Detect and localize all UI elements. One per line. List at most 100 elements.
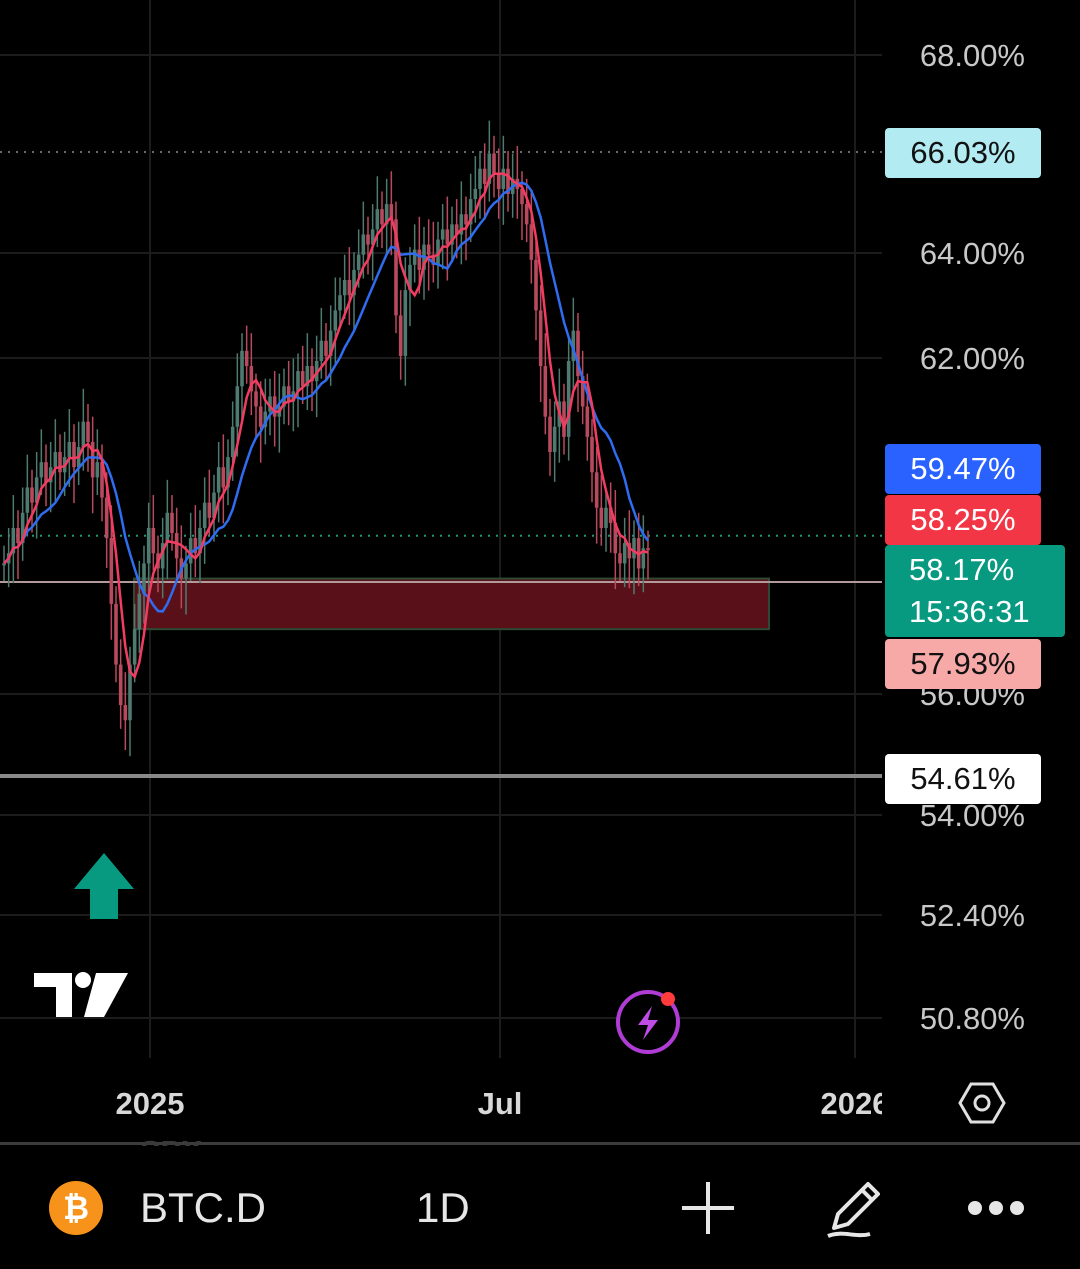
- candle-body: [492, 153, 496, 174]
- demand-zone: [133, 577, 770, 631]
- candle-body: [468, 199, 473, 225]
- candle-body: [380, 209, 384, 225]
- tradingview-logo-icon: [34, 972, 128, 1017]
- bid-price-tag: 57.93%: [885, 639, 1041, 689]
- candle-body: [90, 441, 95, 478]
- bottom-toolbar: ₿ BTC.D 1D: [0, 1146, 1080, 1269]
- candle-body: [230, 426, 235, 458]
- interval-label[interactable]: 1D: [416, 1183, 470, 1231]
- candle-body: [226, 457, 230, 488]
- candle-body: [356, 254, 361, 270]
- candle-body: [123, 705, 128, 721]
- add-button[interactable]: [680, 1146, 736, 1269]
- candle-body: [305, 366, 310, 387]
- candle-body: [613, 522, 618, 554]
- moving-averages-layer: [3, 172, 650, 680]
- candle-body: [389, 204, 394, 220]
- candle-body: [361, 234, 366, 255]
- candle-body: [216, 467, 221, 493]
- plus-icon: [682, 1181, 734, 1234]
- lightning-button[interactable]: [616, 990, 680, 1054]
- candle-body: [263, 411, 268, 427]
- candle-body: [30, 487, 34, 503]
- candles-layer: [2, 120, 650, 757]
- candle-body: [370, 229, 375, 245]
- y-tick-label: 64.00%: [920, 236, 1025, 271]
- settings-hexagon-icon[interactable]: [958, 1082, 1006, 1124]
- price-chart[interactable]: 68.00%64.00%62.00%56.00%54.00%52.40%50.8…: [0, 0, 1080, 1146]
- candle-body: [352, 269, 356, 296]
- candle-body: [258, 406, 263, 427]
- candle-body: [501, 168, 506, 189]
- candle-body: [25, 487, 30, 513]
- drawing-tool-button[interactable]: [822, 1146, 886, 1269]
- more-dots-icon: [968, 1200, 1024, 1215]
- candle-body: [254, 391, 258, 407]
- candle-body: [67, 441, 72, 458]
- x-axis: 2025 Jul 2026: [116, 1086, 882, 1121]
- candle-body: [366, 234, 370, 245]
- candle-body: [478, 168, 482, 189]
- candle-body: [109, 538, 114, 604]
- svg-text:₿: ₿: [63, 1189, 89, 1227]
- axis-separator: [0, 1142, 1080, 1145]
- candle-body: [268, 396, 272, 412]
- candle-body: [417, 249, 422, 270]
- candle-body: [137, 593, 142, 630]
- candle-body: [53, 452, 58, 468]
- candle-body: [646, 548, 650, 551]
- candle-body: [408, 264, 412, 291]
- candle-body: [240, 350, 244, 387]
- candle-body: [174, 533, 179, 559]
- candle-body: [151, 527, 156, 554]
- candle-body: [450, 224, 454, 245]
- bar-countdown: 15:36:31: [909, 594, 1030, 629]
- candle-body: [212, 492, 216, 518]
- candle-body: [193, 538, 198, 554]
- candle-body: [562, 401, 566, 437]
- candle-body: [482, 168, 487, 184]
- candle-body: [296, 371, 300, 392]
- candle-body: [543, 366, 548, 417]
- x-tick-label: Jul: [478, 1086, 523, 1121]
- candle-body: [221, 467, 226, 488]
- candle-body: [473, 188, 478, 200]
- candle-body: [566, 360, 571, 437]
- candle-body: [244, 350, 249, 367]
- symbol-label[interactable]: BTC.D: [140, 1183, 266, 1231]
- candle-body: [412, 249, 417, 265]
- slow-moving-average-line: [3, 181, 650, 613]
- candle-body: [604, 507, 608, 528]
- high-price-tag: 66.03%: [885, 128, 1041, 178]
- candle-body: [95, 462, 100, 478]
- candle-body: [524, 204, 529, 225]
- candle-body: [403, 290, 408, 356]
- candle-body: [375, 209, 380, 230]
- y-tick-label: 52.40%: [920, 898, 1025, 933]
- candle-body: [286, 386, 291, 402]
- lightning-icon: [638, 1006, 658, 1040]
- up-arrow-icon: [74, 853, 134, 919]
- candle-body: [590, 436, 594, 473]
- notification-dot: [661, 992, 675, 1006]
- more-button[interactable]: [966, 1146, 1026, 1269]
- level-lines-layer: [0, 151, 882, 778]
- candle-body: [328, 330, 333, 356]
- candle-body: [608, 507, 613, 523]
- symbol-coin-button[interactable]: ₿: [48, 1146, 104, 1269]
- candle-body: [594, 472, 599, 508]
- candle-body: [324, 340, 328, 356]
- candle-body: [534, 259, 538, 311]
- ma-fast-price-tag: 58.25%: [885, 495, 1041, 545]
- candle-body: [398, 315, 403, 356]
- y-tick-label: 50.80%: [920, 1001, 1025, 1036]
- candle-body: [104, 497, 109, 539]
- candle-body: [529, 224, 534, 260]
- candle-body: [618, 553, 622, 564]
- candle-body: [632, 538, 636, 559]
- candle-body: [170, 512, 174, 534]
- candle-body: [333, 310, 338, 331]
- pencil-icon: [827, 1181, 880, 1238]
- candle-body: [520, 188, 524, 205]
- candle-body: [464, 214, 468, 225]
